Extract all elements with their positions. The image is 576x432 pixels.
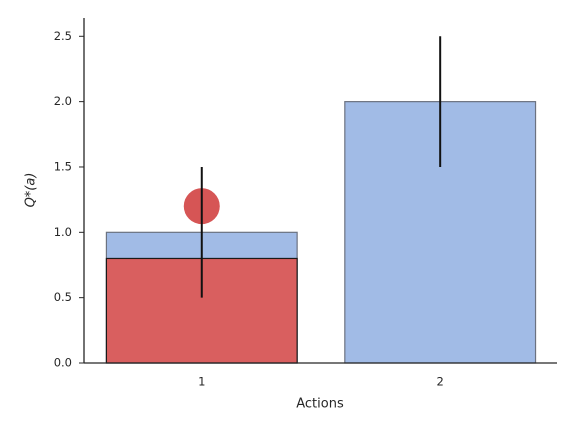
y-tick-label: 0.5 [54, 290, 72, 304]
x-axis-label: Actions [296, 397, 344, 412]
x-tick-label: 2 [437, 375, 444, 389]
y-tick-label: 2.5 [54, 29, 72, 43]
x-tick-label: 1 [198, 375, 205, 389]
y-tick-label: 1.5 [54, 159, 72, 173]
y-tick-label: 0.0 [54, 356, 72, 370]
y-tick-label: 2.0 [54, 94, 72, 108]
y-axis-label: Q*(a) [24, 173, 39, 208]
y-tick-label: 1.0 [54, 225, 72, 239]
